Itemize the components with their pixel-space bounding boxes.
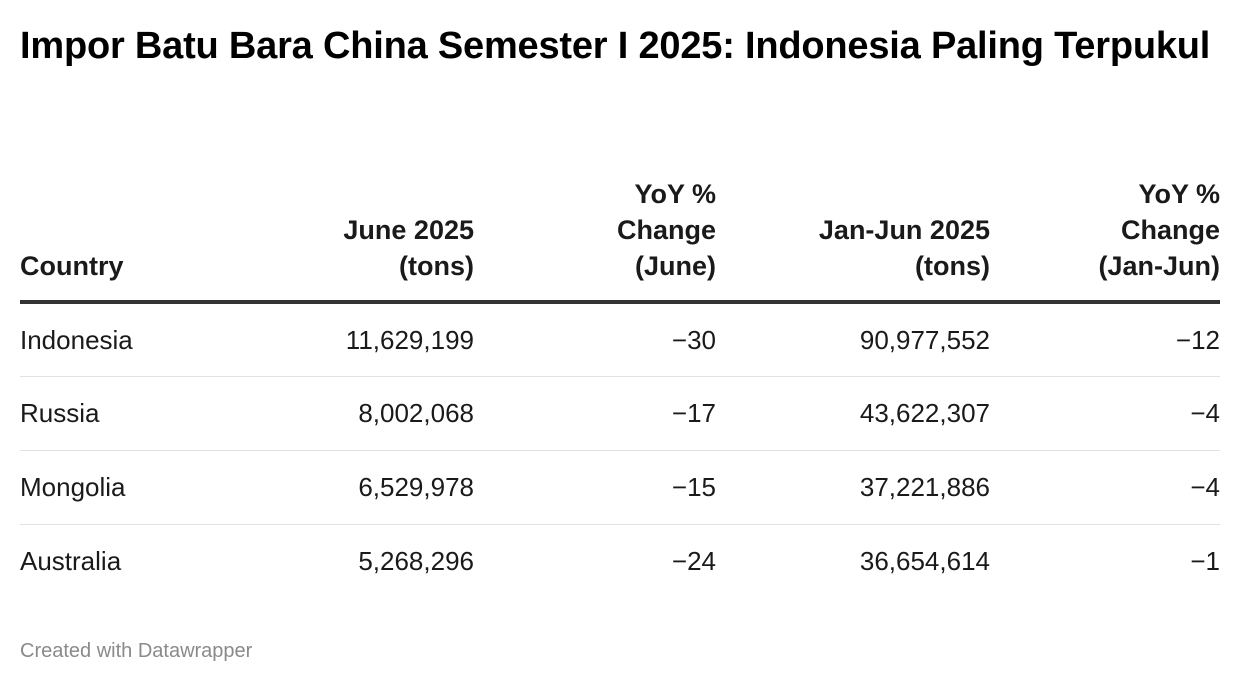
table-row: Australia 5,268,296 −24 36,654,614 −1 <box>20 524 1220 598</box>
table-row: Mongolia 6,529,978 −15 37,221,886 −4 <box>20 450 1220 525</box>
column-header-june-tons: June 2025 (tons) <box>250 176 474 304</box>
table-row: Indonesia 11,629,199 −30 90,977,552 −12 <box>20 302 1220 377</box>
cell-country: Mongolia <box>20 450 250 525</box>
header-line: Change <box>616 215 716 245</box>
header-line: (tons) <box>915 251 990 281</box>
cell-yoy-june: −24 <box>671 546 716 577</box>
cell-janjun-tons: 36,654,614 <box>859 546 990 577</box>
header-row: Country June 2025 (tons) YoY % Change (J… <box>20 176 1221 304</box>
column-header-country: Country <box>20 176 250 304</box>
chart-title: Impor Batu Bara China Semester I 2025: I… <box>20 25 1211 67</box>
header-line: YoY % <box>1138 179 1220 209</box>
header-line: Jan-Jun 2025 <box>818 215 990 245</box>
header-line: YoY % <box>634 179 716 209</box>
cell-yoy-janjun: −12 <box>990 302 1220 377</box>
cell-yoy-june: −15 <box>474 450 716 525</box>
cell-june-tons: 6,529,978 <box>250 450 474 525</box>
cell-yoy-june: −30 <box>474 302 716 377</box>
cell-janjun-tons: 37,221,886 <box>716 450 990 525</box>
cell-country: Russia <box>20 376 250 451</box>
column-header-janjun-tons: Jan-Jun 2025 (tons) <box>716 176 990 304</box>
footer-credit: Created with Datawrapper <box>20 640 253 662</box>
cell-yoy-janjun: −1 <box>1190 546 1220 577</box>
cell-janjun-tons: 90,977,552 <box>716 302 990 377</box>
cell-yoy-janjun: −4 <box>990 450 1220 525</box>
cell-yoy-june: −17 <box>474 376 716 451</box>
cell-june-tons: 8,002,068 <box>250 376 474 451</box>
cell-janjun-tons: 43,622,307 <box>716 376 990 451</box>
header-line: Change <box>1120 215 1220 245</box>
header-line: (June) <box>635 251 716 281</box>
column-header-yoy-june: YoY % Change (June) <box>474 176 716 304</box>
header-line: Country <box>20 251 124 281</box>
column-header-yoy-janjun: YoY % Change (Jan-Jun) <box>990 176 1221 304</box>
header-line: (tons) <box>399 251 474 281</box>
cell-june-tons: 5,268,296 <box>358 546 474 577</box>
header-line: June 2025 <box>343 215 474 245</box>
cell-june-tons: 11,629,199 <box>250 302 474 377</box>
table-row: Russia 8,002,068 −17 43,622,307 −4 <box>20 376 1220 451</box>
cell-yoy-janjun: −4 <box>990 376 1220 451</box>
data-table: Country June 2025 (tons) YoY % Change (J… <box>20 176 1220 598</box>
header-line: (Jan-Jun) <box>1098 251 1221 281</box>
cell-country: Australia <box>20 546 122 577</box>
cell-country: Indonesia <box>20 302 250 377</box>
